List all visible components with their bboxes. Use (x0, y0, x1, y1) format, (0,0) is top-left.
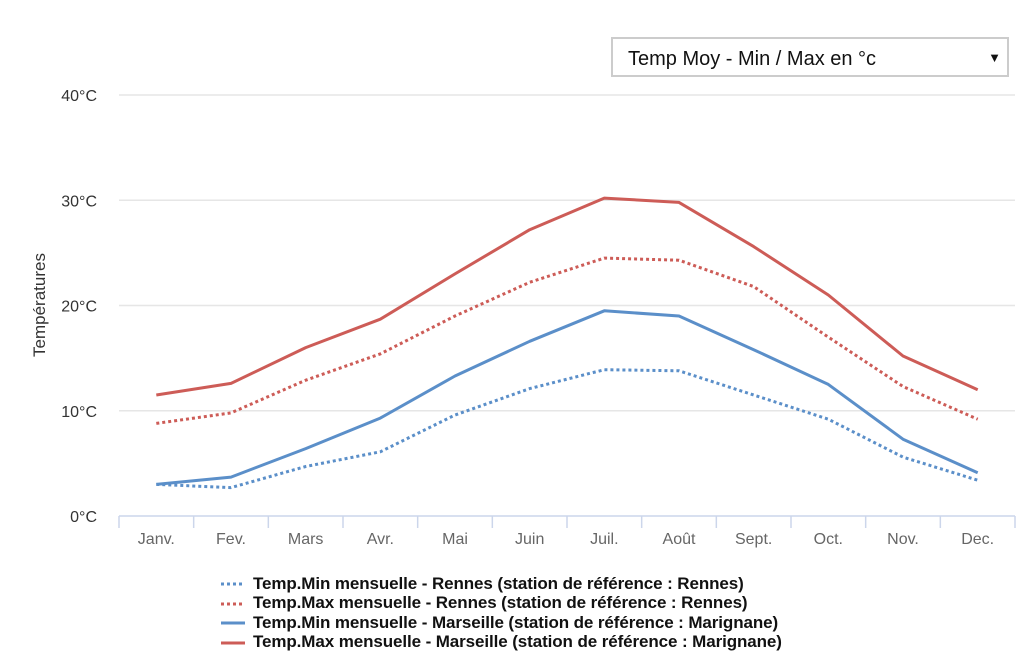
x-tick-label: Janv. (138, 531, 175, 548)
data-point[interactable] (824, 415, 832, 423)
data-point[interactable] (899, 435, 907, 443)
data-point[interactable] (302, 344, 310, 352)
data-point[interactable] (451, 411, 459, 419)
data-point[interactable] (152, 391, 160, 399)
data-point[interactable] (526, 385, 534, 393)
x-tick-label: Nov. (887, 531, 919, 548)
data-point[interactable] (152, 480, 160, 488)
chart-type-select[interactable]: Temp Moy - Min / Max en °c ▼ (611, 37, 1009, 77)
data-point[interactable] (152, 419, 160, 427)
data-point[interactable] (302, 463, 310, 471)
data-point[interactable] (824, 380, 832, 388)
chart-type-select-value: Temp Moy - Min / Max en °c (628, 48, 877, 70)
legend-label: Temp.Min mensuelle - Marseille (station … (253, 612, 779, 632)
data-point[interactable] (376, 350, 384, 358)
triangle-down-icon: ▼ (988, 50, 1001, 65)
series-line-1[interactable] (156, 368, 979, 490)
data-point[interactable] (899, 453, 907, 461)
data-point[interactable] (227, 484, 235, 492)
x-tick-label: Mai (442, 531, 468, 548)
data-point[interactable] (675, 256, 683, 264)
dotted-line-swatch-icon (221, 602, 245, 606)
data-point[interactable] (451, 372, 459, 380)
data-point[interactable] (302, 376, 310, 384)
legend-label: Temp.Min mensuelle - Rennes (station de … (253, 573, 744, 593)
solid-line-swatch-icon (221, 641, 245, 645)
x-tick-label: Sept. (735, 531, 772, 548)
data-point[interactable] (526, 278, 534, 286)
data-point[interactable] (302, 445, 310, 453)
data-point[interactable] (227, 473, 235, 481)
data-point[interactable] (899, 352, 907, 360)
data-point[interactable] (600, 194, 608, 202)
data-point[interactable] (824, 333, 832, 341)
data-point[interactable] (600, 307, 608, 315)
x-tick-label: Oct. (814, 531, 843, 548)
dotted-line-swatch-icon (221, 582, 245, 586)
legend-item[interactable]: Temp.Max mensuelle - Rennes (station de … (220, 593, 782, 614)
chart-legend: Temp.Min mensuelle - Rennes (station de … (220, 574, 782, 652)
x-tick-label: Avr. (367, 531, 394, 548)
y-tick-label: 40°C (61, 88, 97, 105)
data-point[interactable] (526, 226, 534, 234)
legend-label: Temp.Max mensuelle - Marseille (station … (253, 632, 782, 652)
x-axis-tick-labels: Janv. Fev. Mars Avr. Mai Juin Juil. Août Sept. Oc… (138, 531, 994, 548)
data-point[interactable] (451, 270, 459, 278)
y-axis-tick-labels: 0°C 10°C 20°C 30°C 40°C (61, 88, 97, 526)
data-point[interactable] (600, 366, 608, 374)
data-point[interactable] (675, 312, 683, 320)
y-tick-label: 30°C (61, 193, 97, 210)
series-lines (152, 194, 982, 492)
x-tick-label: Juin (515, 531, 544, 548)
x-tick-label: Juil. (590, 531, 618, 548)
data-point[interactable] (974, 386, 982, 394)
legend-label: Temp.Max mensuelle - Rennes (station de … (253, 593, 748, 613)
data-point[interactable] (227, 409, 235, 417)
data-point[interactable] (376, 315, 384, 323)
series-line-2[interactable] (156, 256, 979, 425)
data-point[interactable] (675, 198, 683, 206)
data-point[interactable] (824, 291, 832, 299)
y-tick-label: 20°C (61, 299, 97, 316)
data-point[interactable] (750, 243, 758, 251)
y-tick-label: 10°C (61, 404, 97, 421)
x-axis (118, 515, 1016, 528)
data-point[interactable] (376, 414, 384, 422)
data-point[interactable] (675, 367, 683, 375)
x-tick-label: Fev. (216, 531, 246, 548)
solid-line-swatch-icon (221, 621, 245, 625)
data-point[interactable] (750, 283, 758, 291)
x-tick-label: Août (663, 531, 696, 548)
data-point[interactable] (600, 254, 608, 262)
legend-item[interactable]: Temp.Min mensuelle - Marseille (station … (220, 613, 782, 633)
legend-item[interactable]: Temp.Min mensuelle - Rennes (station de … (220, 574, 782, 594)
data-point[interactable] (974, 415, 982, 423)
legend-item[interactable]: Temp.Max mensuelle - Marseille (station … (220, 632, 782, 653)
data-point[interactable] (376, 448, 384, 456)
data-point[interactable] (974, 476, 982, 484)
y-axis-title: Températures (30, 253, 49, 357)
data-point[interactable] (899, 383, 907, 391)
data-point[interactable] (974, 469, 982, 477)
series-line-4[interactable] (156, 196, 979, 397)
x-tick-label: Mars (288, 531, 324, 548)
data-point[interactable] (750, 346, 758, 354)
x-tick-label: Dec. (961, 531, 994, 548)
data-point[interactable] (451, 312, 459, 320)
y-tick-label: 0°C (70, 509, 97, 526)
series-line-3[interactable] (156, 309, 979, 486)
data-point[interactable] (750, 391, 758, 399)
grid-lines (119, 94, 1015, 412)
data-point[interactable] (526, 337, 534, 345)
data-point[interactable] (227, 379, 235, 387)
